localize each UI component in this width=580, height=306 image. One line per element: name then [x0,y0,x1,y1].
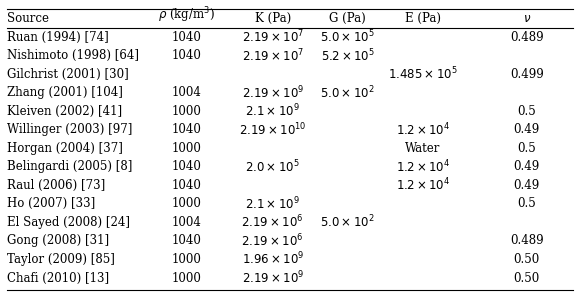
Text: 1000: 1000 [171,142,201,155]
Text: $2.1\times 10^{9}$: $2.1\times 10^{9}$ [245,196,300,212]
Text: $2.19\times 10^{6}$: $2.19\times 10^{6}$ [241,233,304,249]
Text: 0.499: 0.499 [510,68,543,80]
Text: $1.2\times 10^{4}$: $1.2\times 10^{4}$ [396,159,450,175]
Text: Willinger (2003) [97]: Willinger (2003) [97] [7,123,133,136]
Text: Ruan (1994) [74]: Ruan (1994) [74] [7,31,109,43]
Text: $1.2\times 10^{4}$: $1.2\times 10^{4}$ [396,177,450,194]
Text: 0.5: 0.5 [517,197,536,210]
Text: Raul (2006) [73]: Raul (2006) [73] [7,179,106,192]
Text: 1000: 1000 [171,197,201,210]
Text: $\rho$ (kg/m$^3$): $\rho$ (kg/m$^3$) [158,6,215,25]
Text: Kleiven (2002) [41]: Kleiven (2002) [41] [7,105,122,118]
Text: Gong (2008) [31]: Gong (2008) [31] [7,234,109,248]
Text: 1000: 1000 [171,271,201,285]
Text: $5.0\times 10^{2}$: $5.0\times 10^{2}$ [320,84,375,101]
Text: 1040: 1040 [171,123,201,136]
Text: 0.49: 0.49 [513,179,540,192]
Text: Nishimoto (1998) [64]: Nishimoto (1998) [64] [7,49,139,62]
Text: $2.19\times 10^{7}$: $2.19\times 10^{7}$ [242,29,304,45]
Text: 1004: 1004 [171,216,201,229]
Text: $1.485\times 10^{5}$: $1.485\times 10^{5}$ [388,66,458,82]
Text: $\nu$: $\nu$ [523,12,531,25]
Text: 0.49: 0.49 [513,160,540,173]
Text: $1.96\times 10^{9}$: $1.96\times 10^{9}$ [241,251,304,268]
Text: Horgan (2004) [37]: Horgan (2004) [37] [7,142,123,155]
Text: Source: Source [7,12,49,25]
Text: $2.19\times 10^{7}$: $2.19\times 10^{7}$ [242,47,304,64]
Text: 0.50: 0.50 [513,253,540,266]
Text: 1040: 1040 [171,49,201,62]
Text: 1000: 1000 [171,253,201,266]
Text: $5.0\times 10^{5}$: $5.0\times 10^{5}$ [320,29,375,45]
Text: $2.19\times 10^{10}$: $2.19\times 10^{10}$ [239,121,306,138]
Text: Taylor (2009) [85]: Taylor (2009) [85] [7,253,115,266]
Text: E (Pa): E (Pa) [405,12,441,25]
Text: 0.489: 0.489 [510,234,543,248]
Text: 1040: 1040 [171,160,201,173]
Text: El Sayed (2008) [24]: El Sayed (2008) [24] [7,216,130,229]
Text: $2.19\times 10^{6}$: $2.19\times 10^{6}$ [241,214,304,231]
Text: 0.49: 0.49 [513,123,540,136]
Text: Ho (2007) [33]: Ho (2007) [33] [7,197,96,210]
Text: $2.1\times 10^{9}$: $2.1\times 10^{9}$ [245,103,300,120]
Text: K (Pa): K (Pa) [255,12,291,25]
Text: $1.2\times 10^{4}$: $1.2\times 10^{4}$ [396,121,450,138]
Text: 0.50: 0.50 [513,271,540,285]
Text: $5.0\times 10^{2}$: $5.0\times 10^{2}$ [320,214,375,231]
Text: Gilchrist (2001) [30]: Gilchrist (2001) [30] [7,68,129,80]
Text: $5.2\times 10^{5}$: $5.2\times 10^{5}$ [321,47,375,64]
Text: Chafi (2010) [13]: Chafi (2010) [13] [7,271,109,285]
Text: G (Pa): G (Pa) [329,12,366,25]
Text: 1004: 1004 [171,86,201,99]
Text: Water: Water [405,142,440,155]
Text: 0.5: 0.5 [517,142,536,155]
Text: $2.19\times 10^{9}$: $2.19\times 10^{9}$ [241,84,304,101]
Text: Zhang (2001) [104]: Zhang (2001) [104] [7,86,123,99]
Text: 1000: 1000 [171,105,201,118]
Text: 1040: 1040 [171,31,201,43]
Text: 0.5: 0.5 [517,105,536,118]
Text: 0.489: 0.489 [510,31,543,43]
Text: $2.0\times 10^{5}$: $2.0\times 10^{5}$ [245,159,300,175]
Text: $2.19\times 10^{9}$: $2.19\times 10^{9}$ [241,270,304,286]
Text: 1040: 1040 [171,234,201,248]
Text: 1040: 1040 [171,179,201,192]
Text: Belingardi (2005) [8]: Belingardi (2005) [8] [7,160,133,173]
